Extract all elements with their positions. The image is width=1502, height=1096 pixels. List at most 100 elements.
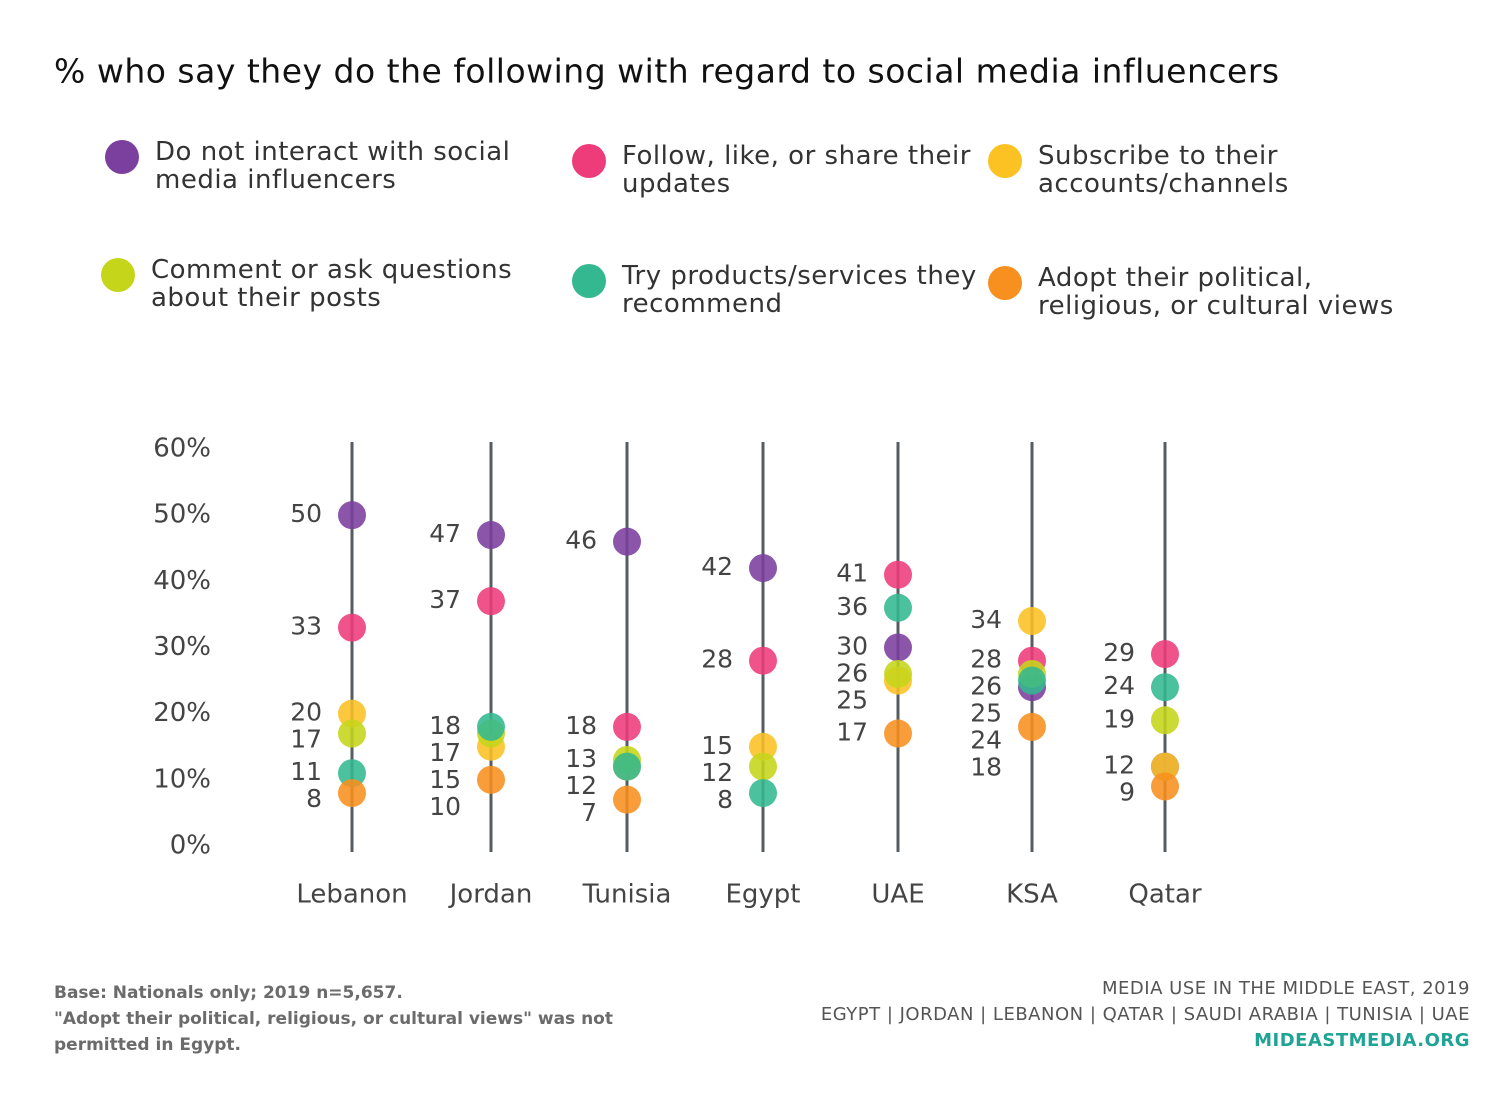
source: MEDIA USE IN THE MIDDLE EAST, 2019 EGYPT … <box>821 976 1470 1054</box>
data-label: 7 <box>581 798 597 827</box>
data-label: 12 <box>565 771 597 800</box>
data-label: 26 <box>836 659 868 688</box>
x-tick-label: Lebanon <box>296 880 407 910</box>
dot <box>1151 640 1179 669</box>
data-label: 46 <box>565 526 597 555</box>
data-label: 17 <box>836 718 868 747</box>
legend-item: Do not interact with social media influe… <box>105 138 525 194</box>
data-label: 18 <box>565 711 597 740</box>
data-label: 42 <box>701 552 733 581</box>
data-label: 28 <box>970 645 1002 674</box>
legend-swatch <box>988 144 1022 178</box>
data-label: 17 <box>290 725 322 754</box>
dot <box>477 765 505 794</box>
data-label: 15 <box>429 765 461 794</box>
x-tick-label: Qatar <box>1128 880 1202 910</box>
data-label: 15 <box>701 731 733 760</box>
data-label: 11 <box>290 757 322 786</box>
dot <box>1018 607 1046 636</box>
legend-swatch <box>105 140 139 174</box>
dot <box>1018 666 1046 695</box>
data-label: 28 <box>701 645 733 674</box>
dot <box>1151 752 1179 781</box>
dot <box>613 712 641 741</box>
dot <box>1151 706 1179 735</box>
legend-item: Comment or ask questions about their pos… <box>101 256 521 312</box>
legend-label: Do not interact with social media influe… <box>155 137 511 195</box>
legend-item: Try products/services they recommend <box>572 262 992 318</box>
dot <box>338 613 366 642</box>
dot <box>749 752 777 781</box>
dot <box>477 521 505 550</box>
data-label: 50 <box>290 499 322 528</box>
legend-label: Follow, like, or share their updates <box>622 141 971 199</box>
data-label: 12 <box>1103 751 1135 780</box>
dot <box>338 779 366 808</box>
data-label: 47 <box>429 519 461 548</box>
legend-item: Adopt their political, religious, or cul… <box>988 264 1408 320</box>
legend-label: Subscribe to their accounts/channels <box>1038 141 1289 199</box>
data-label: 17 <box>429 738 461 767</box>
source-line: MEDIA USE IN THE MIDDLE EAST, 2019 <box>1102 978 1470 999</box>
y-tick-label: 50% <box>153 500 211 530</box>
data-label: 9 <box>1119 778 1135 807</box>
y-tick-label: 30% <box>153 632 211 662</box>
note: "Adopt their political, religious, or cu… <box>54 1009 613 1055</box>
dot <box>1018 712 1046 741</box>
legend-item: Follow, like, or share their updates <box>572 142 992 198</box>
footnotes: Base: Nationals only; 2019 n=5,657. "Adop… <box>54 980 614 1058</box>
dot <box>613 752 641 781</box>
legend-swatch <box>572 264 606 298</box>
data-label: 24 <box>1103 671 1135 700</box>
legend-label: Try products/services they recommend <box>622 261 977 319</box>
dot <box>338 699 366 728</box>
data-label: 20 <box>290 698 322 727</box>
chart-title: % who say they do the following with reg… <box>54 52 1280 91</box>
y-tick-label: 60% <box>153 434 211 464</box>
data-label: 8 <box>717 785 733 814</box>
data-label: 34 <box>970 605 1002 634</box>
dot <box>749 554 777 583</box>
data-label: 10 <box>429 792 461 821</box>
x-tick-label: UAE <box>871 880 924 910</box>
dot <box>613 527 641 556</box>
data-label: 13 <box>565 744 597 773</box>
data-label: 33 <box>290 612 322 641</box>
dot <box>338 759 366 788</box>
x-tick-label: Tunisia <box>582 880 672 910</box>
legend-item: Subscribe to their accounts/channels <box>988 142 1408 198</box>
dot <box>613 785 641 814</box>
data-label: 19 <box>1103 704 1135 733</box>
y-tick-label: 20% <box>153 698 211 728</box>
source-line: MIDEASTMEDIA.ORG <box>1254 1030 1470 1051</box>
x-tick-label: Jordan <box>448 880 533 910</box>
legend-swatch <box>101 258 135 292</box>
dot <box>749 779 777 808</box>
data-label: 26 <box>970 672 1002 701</box>
data-label: 18 <box>429 711 461 740</box>
data-label: 18 <box>970 753 1002 782</box>
dot <box>884 719 912 748</box>
dot <box>338 719 366 748</box>
data-label: 8 <box>306 784 322 813</box>
dot <box>338 501 366 530</box>
dot <box>884 633 912 662</box>
dot <box>1151 772 1179 801</box>
legend-swatch <box>988 266 1022 300</box>
dot <box>477 712 505 741</box>
dot <box>884 560 912 589</box>
y-tick-label: 10% <box>153 764 211 794</box>
data-label: 41 <box>836 559 868 588</box>
source-line: EGYPT | JORDAN | LEBANON | QATAR | SAUDI… <box>820 1004 1470 1025</box>
dot <box>884 593 912 622</box>
dot <box>477 587 505 616</box>
dot <box>1151 673 1179 702</box>
data-label: 25 <box>836 686 868 715</box>
dot <box>749 732 777 761</box>
y-tick-label: 40% <box>153 566 211 596</box>
note: Base: Nationals only; 2019 n=5,657. <box>54 983 403 1003</box>
data-label: 30 <box>836 632 868 661</box>
data-label: 25 <box>970 699 1002 728</box>
